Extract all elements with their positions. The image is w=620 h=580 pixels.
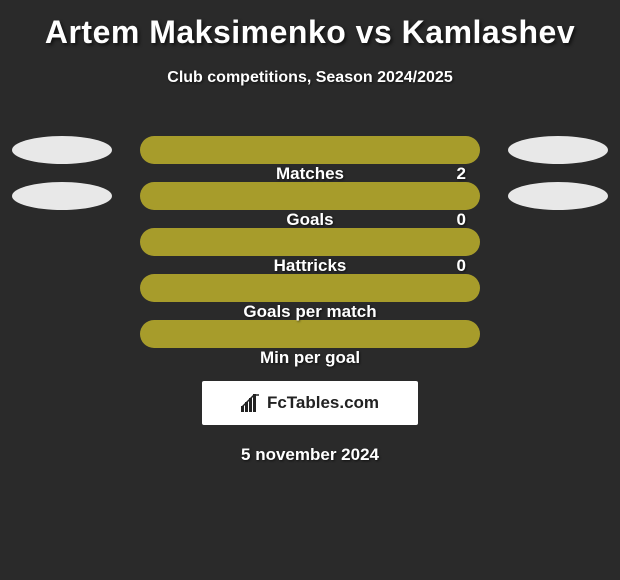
comparison-card: Artem Maksimenko vs Kamlashev Club compe… <box>0 0 620 580</box>
right-value-spacer <box>508 274 608 302</box>
stat-value-right: 0 <box>457 256 466 276</box>
stat-label: Goals <box>140 210 480 230</box>
right-value-spacer <box>508 228 608 256</box>
attribution-box: FcTables.com <box>202 381 418 425</box>
stat-bar-fill <box>140 136 480 164</box>
right-value-spacer <box>508 320 608 348</box>
stat-value-right: 2 <box>457 164 466 184</box>
stat-label: Matches <box>140 164 480 184</box>
date-text: 5 november 2024 <box>0 445 620 465</box>
stat-rows: Matches 2 Goals 0 Hattricks 0 <box>0 127 620 357</box>
left-value-ellipse <box>12 136 112 164</box>
stat-bar-fill <box>140 182 480 210</box>
stat-value-right: 0 <box>457 210 466 230</box>
right-value-ellipse <box>508 136 608 164</box>
stat-label: Min per goal <box>140 348 480 368</box>
stat-bar-fill <box>140 228 480 256</box>
page-title: Artem Maksimenko vs Kamlashev <box>0 0 620 51</box>
stat-bar: Goals per match <box>140 274 480 302</box>
stat-label: Goals per match <box>140 302 480 322</box>
right-value-ellipse <box>508 182 608 210</box>
stat-bar: Hattricks 0 <box>140 228 480 256</box>
left-value-spacer <box>12 320 112 348</box>
attribution-inner: FcTables.com <box>241 393 379 413</box>
left-value-ellipse <box>12 182 112 210</box>
attribution-text: FcTables.com <box>267 393 379 413</box>
left-value-spacer <box>12 228 112 256</box>
stat-row: Matches 2 <box>0 127 620 173</box>
page-subtitle: Club competitions, Season 2024/2025 <box>0 69 620 87</box>
left-value-spacer <box>12 274 112 302</box>
stat-bar-fill <box>140 274 480 302</box>
stat-bar: Goals 0 <box>140 182 480 210</box>
stat-label: Hattricks <box>140 256 480 276</box>
stat-bar-fill <box>140 320 480 348</box>
bars-icon <box>241 394 263 412</box>
stat-bar: Min per goal <box>140 320 480 348</box>
stat-bar: Matches 2 <box>140 136 480 164</box>
